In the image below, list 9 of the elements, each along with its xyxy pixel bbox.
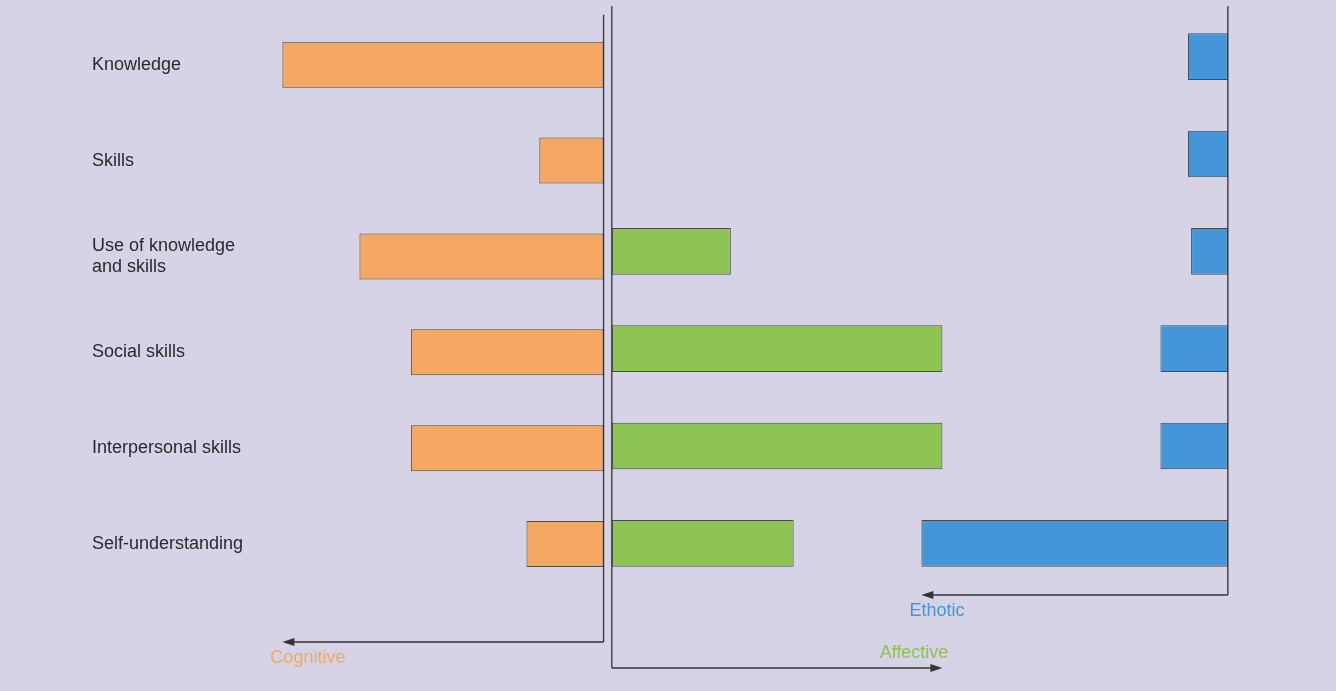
- y-tick-label: Interpersonal skills: [92, 437, 242, 458]
- text: Affective: [879, 641, 949, 662]
- y-tick-label: Use of knowledge and skills: [92, 234, 236, 277]
- y-tick-label: Self-understanding: [92, 533, 244, 554]
- series-label: Ethotic: [909, 599, 965, 620]
- y-tick-label: Social skills: [92, 341, 186, 362]
- y-tick-label: Skills: [92, 149, 135, 170]
- y-tick-label: Knowledge: [92, 53, 182, 74]
- text: Cognitive: [270, 646, 346, 667]
